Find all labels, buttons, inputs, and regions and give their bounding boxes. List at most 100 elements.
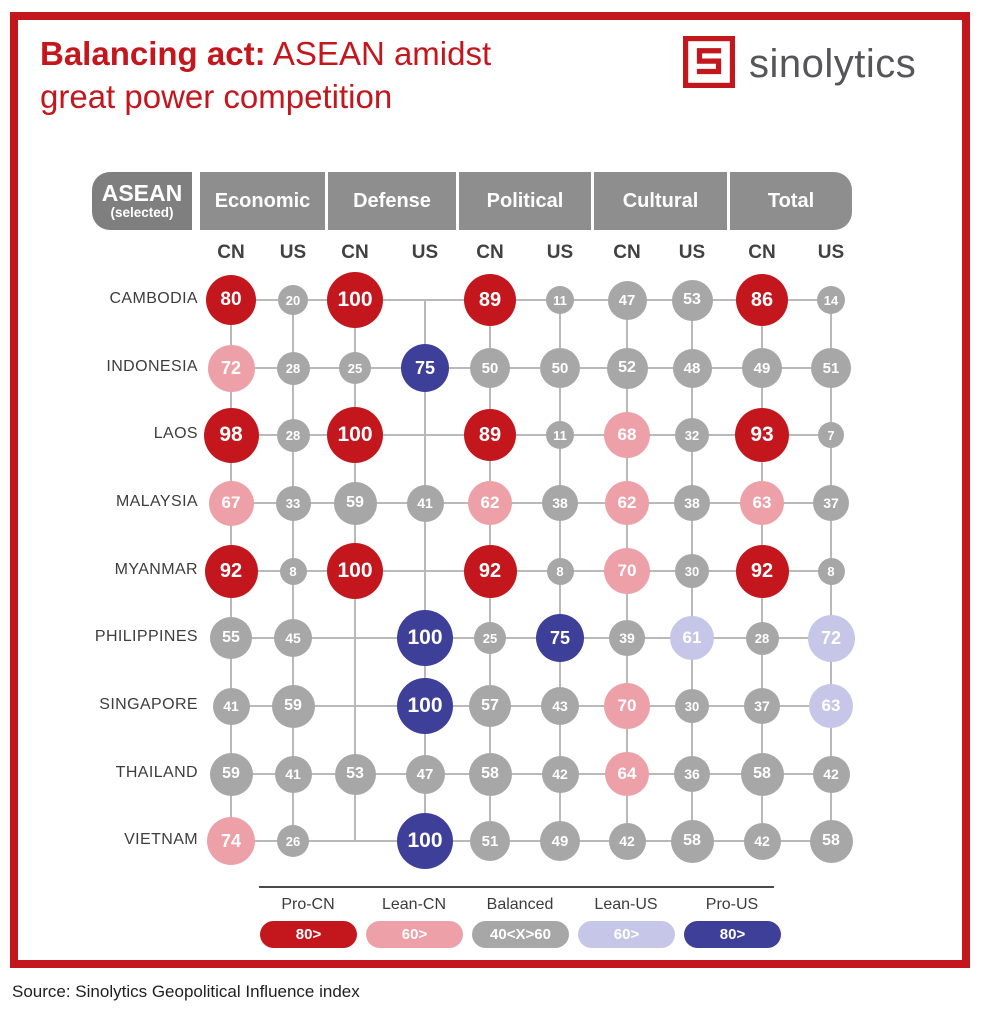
score-circle-philippines-total-cn: 28 bbox=[745, 621, 779, 655]
score-circle-thailand-defense-cn: 53 bbox=[334, 753, 376, 795]
subheader-cn-6: CN bbox=[613, 242, 641, 263]
score-circle-cambodia-defense-cn: 100 bbox=[327, 272, 383, 328]
source-note: Source: Sinolytics Geopolitical Influenc… bbox=[12, 982, 360, 1001]
score-circle-myanmar-political-us: 8 bbox=[546, 557, 574, 585]
score-circle-singapore-defense-us: 100 bbox=[397, 678, 453, 734]
brand-lockup: sinolytics bbox=[683, 36, 916, 93]
score-circle-malaysia-total-cn: 63 bbox=[740, 481, 784, 525]
score-circle-indonesia-economic-cn: 72 bbox=[207, 344, 255, 392]
score-circle-thailand-economic-us: 41 bbox=[274, 755, 312, 793]
score-circle-malaysia-defense-cn: 59 bbox=[333, 481, 377, 525]
category-header-total: Total bbox=[730, 172, 852, 230]
score-circle-myanmar-political-cn: 92 bbox=[463, 544, 517, 598]
score-circle-indonesia-economic-us: 28 bbox=[276, 351, 310, 385]
legend-label-lean-cn: Lean-CN bbox=[381, 896, 447, 913]
score-circle-myanmar-cultural-us: 30 bbox=[675, 554, 709, 588]
category-header-political: Political bbox=[459, 172, 591, 230]
score-circle-vietnam-political-cn: 51 bbox=[470, 821, 510, 861]
grid-line-row bbox=[231, 637, 831, 639]
grid-line-row bbox=[231, 773, 831, 775]
category-header-cultural: Cultural bbox=[594, 172, 727, 230]
score-circle-philippines-defense-us: 100 bbox=[397, 610, 453, 666]
score-circle-singapore-cultural-cn: 70 bbox=[604, 683, 650, 729]
subheader-us-1: US bbox=[279, 242, 307, 263]
row-label-cambodia: CAMBODIA bbox=[109, 290, 198, 307]
brand-name: sinolytics bbox=[749, 42, 917, 86]
score-circle-vietnam-cultural-cn: 42 bbox=[608, 822, 646, 860]
score-circle-indonesia-political-cn: 50 bbox=[470, 348, 510, 388]
score-circle-malaysia-cultural-cn: 62 bbox=[605, 481, 649, 525]
subheader-us-5: US bbox=[546, 242, 574, 263]
row-label-philippines: PHILIPPINES bbox=[94, 628, 198, 645]
score-circle-malaysia-cultural-us: 38 bbox=[674, 485, 710, 521]
legend-pill-pro-cn: 80> bbox=[260, 921, 357, 948]
score-circle-philippines-cultural-us: 61 bbox=[670, 616, 714, 660]
score-circle-philippines-economic-cn: 55 bbox=[210, 617, 252, 659]
grid-line-row bbox=[231, 570, 831, 572]
score-circle-laos-political-us: 11 bbox=[546, 421, 574, 449]
score-circle-philippines-economic-us: 45 bbox=[274, 619, 312, 657]
score-circle-indonesia-cultural-cn: 52 bbox=[606, 347, 648, 389]
row-label-vietnam: VIETNAM bbox=[124, 831, 198, 848]
score-circle-cambodia-political-cn: 89 bbox=[464, 274, 516, 326]
corner-sublabel: (selected) bbox=[110, 205, 174, 220]
legend-pill-pro-us: 80> bbox=[684, 921, 781, 948]
score-circle-singapore-economic-us: 59 bbox=[271, 684, 315, 728]
score-circle-thailand-political-cn: 58 bbox=[468, 752, 512, 796]
score-circle-laos-cultural-cn: 68 bbox=[604, 412, 650, 458]
score-circle-malaysia-economic-us: 33 bbox=[275, 485, 311, 521]
score-circle-myanmar-economic-us: 8 bbox=[279, 557, 307, 585]
score-circle-singapore-political-cn: 57 bbox=[469, 685, 511, 727]
score-circle-malaysia-political-cn: 62 bbox=[468, 481, 512, 525]
score-circle-laos-economic-us: 28 bbox=[276, 418, 310, 452]
score-circle-cambodia-political-us: 11 bbox=[546, 286, 574, 314]
score-circle-laos-total-us: 7 bbox=[818, 422, 844, 448]
score-circle-vietnam-economic-us: 26 bbox=[277, 825, 309, 857]
score-circle-cambodia-economic-us: 20 bbox=[278, 285, 308, 315]
score-circle-laos-political-cn: 89 bbox=[464, 409, 516, 461]
score-circle-singapore-political-us: 43 bbox=[541, 687, 579, 725]
score-circle-vietnam-political-us: 49 bbox=[540, 821, 580, 861]
score-circle-cambodia-cultural-cn: 47 bbox=[607, 280, 647, 320]
score-circle-laos-defense-cn: 100 bbox=[327, 407, 383, 463]
grid-line-row bbox=[231, 299, 831, 301]
grid-line-row bbox=[231, 367, 831, 369]
score-circle-vietnam-economic-cn: 74 bbox=[207, 817, 255, 865]
score-circle-cambodia-total-us: 14 bbox=[817, 286, 845, 314]
score-circle-laos-total-cn: 93 bbox=[735, 408, 789, 462]
score-circle-myanmar-economic-cn: 92 bbox=[204, 544, 258, 598]
grid-line-row bbox=[231, 840, 831, 842]
row-label-malaysia: MALAYSIA bbox=[115, 493, 198, 510]
legend-pill-lean-cn: 60> bbox=[366, 921, 463, 948]
score-circle-indonesia-total-cn: 49 bbox=[742, 348, 782, 388]
legend-label-lean-us: Lean-US bbox=[594, 896, 658, 913]
score-circle-malaysia-economic-cn: 67 bbox=[208, 480, 254, 526]
subheader-cn-8: CN bbox=[748, 242, 776, 263]
sinolytics-logo-icon bbox=[683, 36, 735, 93]
score-circle-singapore-economic-cn: 41 bbox=[212, 687, 250, 725]
score-circle-thailand-cultural-us: 36 bbox=[674, 756, 710, 792]
legend-divider bbox=[259, 886, 774, 888]
score-circle-singapore-total-us: 63 bbox=[809, 684, 853, 728]
corner-label: ASEAN bbox=[101, 180, 183, 206]
score-circle-indonesia-total-us: 51 bbox=[811, 348, 851, 388]
score-circle-myanmar-defense-cn: 100 bbox=[327, 543, 383, 599]
score-circle-indonesia-defense-us: 75 bbox=[401, 344, 449, 392]
score-circle-thailand-defense-us: 47 bbox=[405, 754, 445, 794]
subheader-us-7: US bbox=[678, 242, 706, 263]
legend-pill-lean-us: 60> bbox=[578, 921, 675, 948]
score-circle-myanmar-total-us: 8 bbox=[817, 557, 845, 585]
score-circle-thailand-cultural-cn: 64 bbox=[605, 752, 649, 796]
legend-pill-balanced: 40<X>60 bbox=[472, 921, 569, 948]
grid-line-col bbox=[424, 300, 426, 841]
row-label-indonesia: INDONESIA bbox=[106, 358, 198, 375]
chart-title-line2: great power competition bbox=[40, 78, 393, 115]
chart-title: Balancing act: ASEAN amidst great power … bbox=[40, 32, 660, 118]
score-circle-philippines-political-cn: 25 bbox=[474, 622, 506, 654]
row-label-laos: LAOS bbox=[153, 425, 198, 442]
score-circle-thailand-economic-cn: 59 bbox=[209, 752, 253, 796]
score-circle-singapore-total-cn: 37 bbox=[744, 688, 780, 724]
row-label-thailand: THAILAND bbox=[115, 764, 198, 781]
chart-title-bold: Balancing act: bbox=[40, 35, 266, 72]
